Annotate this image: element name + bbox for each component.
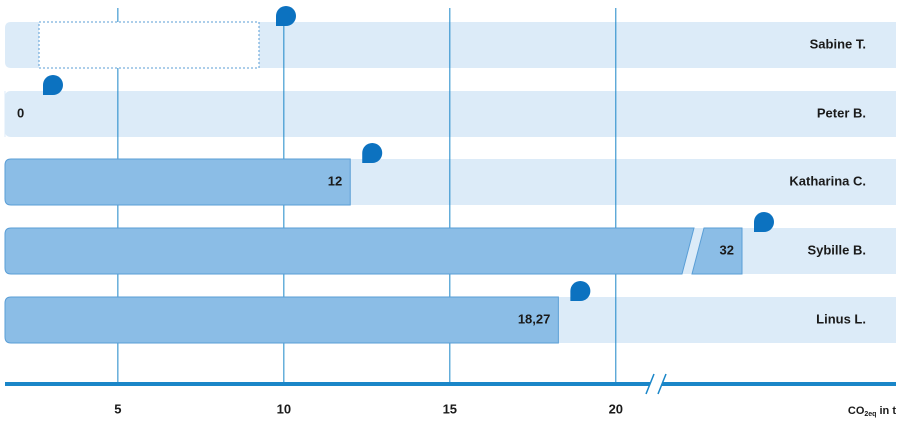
value-label: 32	[720, 242, 734, 257]
marker-pin	[362, 143, 383, 163]
marker-pin	[570, 281, 591, 301]
marker-pin	[276, 6, 296, 26]
x-tick-label: 10	[277, 401, 291, 416]
x-tick-label: 20	[609, 401, 623, 416]
axis-break	[657, 373, 667, 395]
category-label: Sabine T.	[810, 36, 866, 51]
marker-pin	[43, 75, 63, 95]
bar	[4, 296, 559, 344]
category-label: Katharina C.	[789, 173, 866, 188]
category-label: Linus L.	[816, 311, 866, 326]
bar	[4, 227, 695, 275]
axis-break-gap	[650, 380, 662, 388]
x-tick-label: 15	[443, 401, 457, 416]
x-tick-label: 5	[114, 401, 121, 416]
row-track	[5, 91, 896, 137]
x-axis-label: CO2eq in t	[848, 405, 896, 418]
value-label: 12	[328, 173, 342, 188]
bar	[4, 158, 351, 206]
category-label: Peter B.	[817, 105, 866, 120]
bar-stub	[691, 227, 743, 275]
value-label: 0	[17, 105, 24, 120]
input-placeholder	[38, 21, 260, 69]
marker-pin	[754, 212, 774, 232]
axis-break	[645, 373, 655, 395]
category-label: Sybille B.	[807, 242, 866, 257]
value-label: 18,27	[518, 311, 551, 326]
